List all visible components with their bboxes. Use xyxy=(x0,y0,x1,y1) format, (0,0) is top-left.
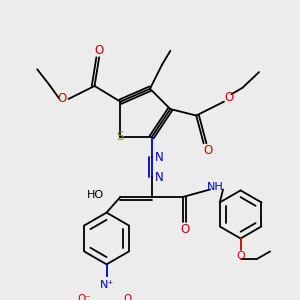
Text: N: N xyxy=(155,171,164,184)
Text: HO: HO xyxy=(87,190,104,200)
Text: O: O xyxy=(236,251,245,261)
Text: O: O xyxy=(124,293,132,300)
Text: O⁻: O⁻ xyxy=(77,293,91,300)
Text: N: N xyxy=(155,151,164,164)
Text: S: S xyxy=(117,130,124,143)
Text: O: O xyxy=(181,223,190,236)
Text: O: O xyxy=(94,44,104,57)
Text: O: O xyxy=(224,91,233,103)
Text: O: O xyxy=(204,144,213,157)
Text: NH: NH xyxy=(207,182,224,192)
Text: O: O xyxy=(58,92,67,105)
Text: N⁺: N⁺ xyxy=(100,280,115,290)
